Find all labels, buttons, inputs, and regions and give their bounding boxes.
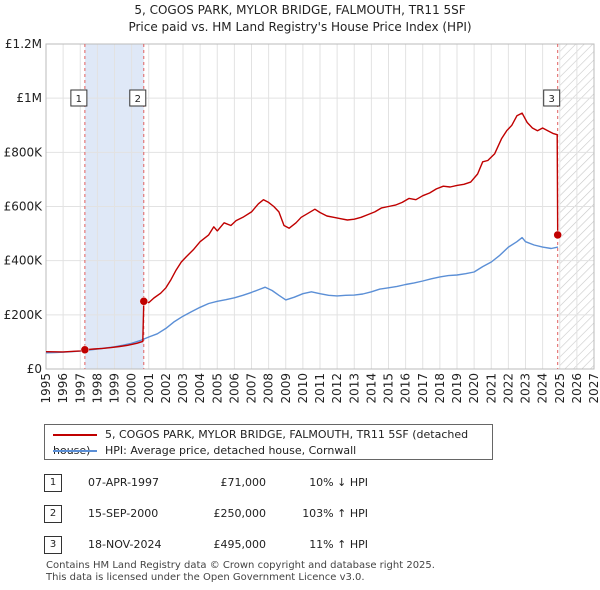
transaction-row: 3 18-NOV-2024 £495,000 11% ↑ HPI: [44, 536, 544, 554]
x-tick-label: 1997: [73, 373, 87, 404]
series-line-property: [45, 112, 561, 353]
transaction-number: 2: [44, 505, 62, 523]
transaction-marker-label: 3: [549, 94, 555, 105]
transaction-row: 2 15-SEP-2000 £250,000 103% ↑ HPI: [44, 505, 544, 523]
transaction-date: 15-SEP-2000: [88, 507, 159, 520]
x-tick-label: 1995: [39, 373, 53, 404]
legend-item-property: 5, COGOS PARK, MYLOR BRIDGE, FALMOUTH, T…: [53, 427, 492, 457]
sale-marker: [139, 297, 149, 306]
footer: Contains HM Land Registry data © Crown c…: [46, 560, 435, 584]
y-tick-label: £0: [27, 362, 42, 376]
footer-licence: This data is licensed under the Open Gov…: [46, 572, 365, 583]
transaction-row: 1 07-APR-1997 £71,000 10% ↓ HPI: [44, 474, 544, 492]
x-tick-label: 2004: [193, 373, 207, 404]
x-tick-label: 2013: [347, 373, 361, 404]
x-tick-label: 2023: [519, 373, 533, 404]
x-tick-label: 1996: [56, 373, 70, 404]
x-tick-label: 2017: [416, 373, 430, 404]
x-tick-label: 2019: [450, 373, 464, 404]
transaction-hpi: 103% ↑ HPI: [302, 507, 368, 520]
x-tick-label: 2011: [313, 373, 327, 404]
x-tick-label: 2008: [262, 373, 276, 404]
transaction-marker-box: [543, 89, 561, 107]
transaction-price: £495,000: [213, 538, 267, 551]
x-tick-label: 2018: [433, 373, 447, 404]
chart-title-block: 5, COGOS PARK, MYLOR BRIDGE, FALMOUTH, T…: [0, 2, 600, 36]
legend: 5, COGOS PARK, MYLOR BRIDGE, FALMOUTH, T…: [44, 424, 493, 460]
x-tick-label: 1999: [108, 373, 122, 404]
transaction-marker-label: 2: [135, 94, 141, 105]
transaction-hpi: 11% ↑ HPI: [309, 538, 368, 551]
x-tick-label: 2001: [142, 373, 156, 404]
y-tick-label: £600K: [4, 200, 44, 214]
legend-swatch-property: [53, 434, 97, 436]
transaction-price: £71,000: [220, 476, 267, 489]
x-tick-label: 2006: [227, 373, 241, 404]
transaction-date: 18-NOV-2024: [88, 538, 162, 551]
x-tick-label: 2025: [553, 373, 567, 404]
x-tick-label: 2007: [245, 373, 259, 404]
x-tick-label: 2027: [587, 373, 600, 404]
x-tick-label: 2010: [296, 373, 310, 404]
y-tick-label: £1M: [16, 91, 42, 105]
chart-title: 5, COGOS PARK, MYLOR BRIDGE, FALMOUTH, T…: [134, 3, 466, 17]
transaction-marker-label: 1: [76, 94, 82, 105]
footer-copyright: Contains HM Land Registry data © Crown c…: [46, 560, 435, 571]
sale-marker: [80, 345, 90, 355]
x-tick-label: 2005: [210, 373, 224, 404]
transaction-hpi: 10% ↓ HPI: [309, 476, 368, 489]
y-tick-label: £200K: [4, 308, 44, 322]
transaction-date: 07-APR-1997: [88, 476, 160, 489]
legend-swatch-hpi: [53, 450, 97, 452]
chart-subtitle: Price paid vs. HM Land Registry's House …: [128, 20, 472, 34]
x-tick-label: 2000: [125, 373, 139, 404]
x-tick-label: 2021: [484, 373, 498, 404]
x-tick-label: 2002: [159, 373, 173, 404]
transaction-marker-box: [70, 89, 88, 107]
x-tick-label: 2015: [382, 373, 396, 404]
x-tick-label: 2003: [176, 373, 190, 404]
transaction-price: £250,000: [213, 507, 267, 520]
transaction-number: 3: [44, 536, 62, 554]
legend-label-hpi: HPI: Average price, detached house, Corn…: [105, 444, 357, 457]
y-tick-label: £800K: [4, 145, 44, 159]
x-tick-label: 2020: [467, 373, 481, 404]
x-tick-label: 2014: [364, 373, 378, 404]
x-tick-label: 2009: [279, 373, 293, 404]
transaction-marker-box: [129, 89, 147, 107]
plot-frame: [45, 43, 595, 370]
x-tick-label: 2024: [536, 373, 550, 404]
x-tick-label: 2022: [501, 373, 515, 404]
y-tick-label: £1.2M: [5, 37, 42, 51]
x-tick-label: 1998: [90, 373, 104, 404]
transaction-number: 1: [44, 474, 62, 492]
x-tick-label: 2016: [399, 373, 413, 404]
y-tick-label: £400K: [4, 254, 44, 268]
x-tick-label: 2012: [330, 373, 344, 404]
sale-marker: [553, 230, 562, 240]
series-line-hpi: [45, 236, 559, 354]
legend-item-hpi: HPI: Average price, detached house, Corn…: [53, 443, 356, 459]
x-tick-label: 2026: [570, 373, 584, 404]
